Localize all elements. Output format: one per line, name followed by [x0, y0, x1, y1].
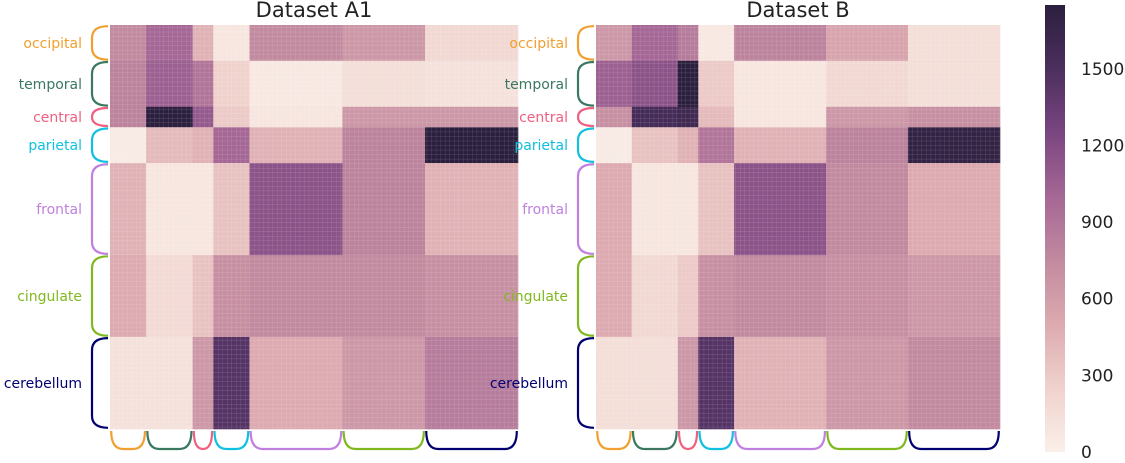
group-bracket-left	[576, 127, 595, 163]
group-label: central	[519, 110, 568, 126]
group-label: cerebellum	[490, 376, 568, 392]
group-bracket-bottom	[425, 430, 518, 451]
group-label: frontal	[36, 202, 82, 218]
colorbar-tick-label: 1200	[1081, 136, 1124, 156]
group-label: temporal	[505, 77, 568, 93]
group-label: central	[33, 110, 82, 126]
group-bracket-left	[576, 337, 595, 429]
group-bracket-left	[90, 25, 109, 61]
colorbar-gradient	[1045, 5, 1065, 452]
group-bracket-bottom	[342, 430, 425, 451]
group-label: parietal	[28, 138, 82, 154]
panel-title: Dataset A1	[256, 0, 373, 22]
heatmap-grid	[596, 25, 1000, 429]
group-label: occipital	[23, 36, 82, 52]
group-bracket-bottom	[631, 430, 678, 451]
heatmap-panel-1: Dataset A1 occipital temporal central pariet…	[4, 0, 519, 451]
group-label: cingulate	[503, 289, 568, 305]
group-bracket-bottom	[908, 430, 1000, 451]
colorbar-tick-label: 1500	[1081, 60, 1124, 80]
group-bracket-bottom	[110, 430, 147, 451]
group-bracket-left	[90, 255, 109, 337]
group-bracket-bottom	[677, 430, 699, 451]
group-bracket-bottom	[596, 430, 632, 451]
group-label: cerebellum	[4, 376, 82, 392]
group-label: occipital	[509, 36, 568, 52]
group-bracket-left	[90, 337, 109, 429]
group-bracket-left	[576, 255, 595, 337]
group-label: frontal	[522, 202, 568, 218]
group-bracket-left	[90, 106, 109, 128]
heatmap-grid	[110, 25, 518, 429]
colorbar-tick-label: 600	[1081, 290, 1113, 310]
group-bracket-bottom	[734, 430, 827, 451]
group-bracket-left	[576, 25, 595, 61]
group-bracket-bottom	[213, 430, 250, 451]
group-bracket-bottom	[249, 430, 343, 451]
group-label: cingulate	[17, 289, 82, 305]
colorbar-tick-label: 300	[1081, 366, 1113, 386]
group-label: parietal	[514, 138, 568, 154]
group-bracket-left	[90, 163, 109, 256]
panel-title: Dataset B	[746, 0, 849, 22]
heatmap-panel-2: Dataset B occipital temporal central parieta…	[490, 0, 1001, 451]
group-bracket-left	[90, 127, 109, 163]
group-bracket-bottom	[698, 430, 734, 451]
group-bracket-bottom	[192, 430, 214, 451]
group-bracket-bottom	[826, 430, 908, 451]
group-bracket-left	[576, 163, 595, 256]
group-label: temporal	[19, 77, 82, 93]
group-bracket-left	[90, 60, 109, 107]
colorbar: 0 300 600 900 1200 1500	[1045, 5, 1124, 463]
group-bracket-bottom	[146, 430, 193, 451]
colorbar-tick-label: 0	[1081, 443, 1092, 459]
group-bracket-left	[576, 60, 595, 107]
group-bracket-left	[576, 106, 595, 128]
colorbar-tick-label: 900	[1081, 213, 1113, 233]
